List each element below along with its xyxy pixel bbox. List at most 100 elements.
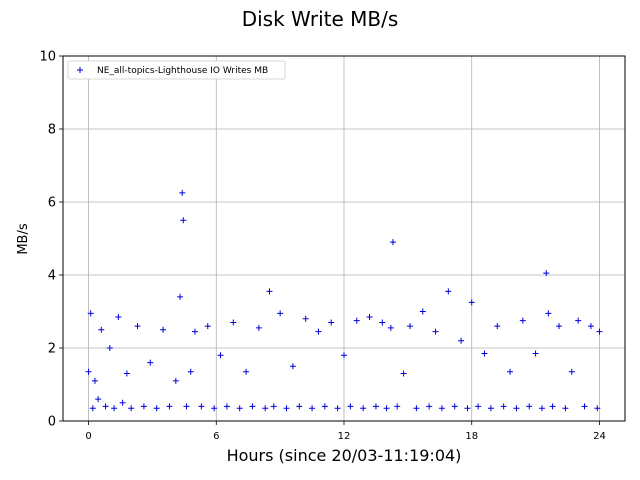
chart-title: Disk Write MB/s — [242, 7, 399, 31]
data-point — [89, 405, 96, 412]
data-point — [296, 403, 303, 410]
data-point — [413, 405, 420, 412]
data-point — [543, 270, 550, 277]
data-point — [134, 323, 141, 330]
data-point — [532, 350, 539, 357]
data-point — [140, 403, 147, 410]
y-axis-label: MB/s — [16, 223, 31, 255]
legend-marker-glyph — [77, 67, 83, 73]
data-point — [289, 363, 296, 370]
data-point — [85, 368, 92, 375]
data-point — [451, 403, 458, 410]
data-point — [587, 323, 594, 330]
data-point — [596, 328, 603, 335]
data-point — [353, 317, 360, 324]
data-point — [500, 403, 507, 410]
data-point — [581, 403, 588, 410]
data-point — [217, 352, 224, 359]
data-point — [438, 405, 445, 412]
data-point — [277, 310, 284, 317]
data-point — [575, 317, 582, 324]
data-point — [568, 368, 575, 375]
data-point — [191, 328, 198, 335]
data-point — [432, 328, 439, 335]
data-point — [487, 405, 494, 412]
data-point — [347, 403, 354, 410]
data-point — [394, 403, 401, 410]
data-point — [166, 403, 173, 410]
data-point — [538, 405, 545, 412]
data-point — [556, 323, 563, 330]
data-point — [87, 310, 94, 317]
data-point — [475, 403, 482, 410]
data-point — [183, 403, 190, 410]
data-point — [334, 405, 341, 412]
data-point — [328, 319, 335, 326]
x-tick-label: 6 — [213, 431, 219, 442]
data-point — [283, 405, 290, 412]
data-point — [119, 399, 126, 406]
data-point — [372, 403, 379, 410]
data-point — [594, 405, 601, 412]
data-point — [526, 403, 533, 410]
x-tick-label: 24 — [593, 431, 606, 442]
y-tick-label: 10 — [39, 50, 56, 65]
data-point — [115, 313, 122, 320]
data-point — [519, 317, 526, 324]
data-point — [266, 288, 273, 295]
data-point — [445, 288, 452, 295]
data-point — [458, 337, 465, 344]
x-tick-label: 12 — [338, 431, 351, 442]
legend-box — [67, 60, 286, 80]
data-points — [85, 189, 603, 412]
data-point — [315, 328, 322, 335]
data-point — [204, 323, 211, 330]
y-axis: 0 2 4 6 8 10 — [39, 50, 63, 430]
data-point — [464, 405, 471, 412]
data-point — [160, 326, 167, 333]
data-point — [360, 405, 367, 412]
data-point — [177, 293, 184, 300]
data-point — [106, 345, 113, 351]
data-point — [549, 403, 556, 410]
data-point — [302, 315, 309, 322]
data-point — [102, 403, 109, 410]
x-axis-label: Hours (since 20/03-11:19:04) — [227, 446, 462, 465]
data-point — [230, 319, 237, 326]
data-point — [426, 403, 433, 410]
legend-marker — [77, 67, 83, 73]
data-point — [513, 405, 520, 412]
data-point — [147, 359, 154, 366]
data-point — [481, 350, 488, 357]
data-point — [545, 310, 552, 317]
data-point — [198, 403, 205, 410]
legend-label: NE_all-topics-Lighthouse IO Writes MB — [97, 66, 268, 76]
data-point — [95, 396, 102, 403]
data-point — [223, 403, 230, 410]
data-point — [507, 368, 514, 375]
data-point — [270, 403, 277, 410]
data-point — [179, 189, 186, 196]
data-point — [236, 405, 243, 412]
data-point — [494, 323, 501, 330]
data-point — [249, 403, 256, 410]
data-point — [211, 405, 218, 412]
data-point — [91, 377, 98, 384]
data-point — [153, 405, 160, 412]
data-point — [111, 405, 118, 412]
data-point — [387, 324, 394, 331]
data-point — [406, 323, 413, 330]
data-point — [123, 370, 130, 377]
data-point — [341, 352, 347, 359]
data-point — [128, 405, 135, 412]
data-point — [98, 326, 105, 333]
data-point — [379, 319, 386, 326]
data-point — [172, 377, 179, 384]
x-axis: 0 6 12 18 24 — [85, 421, 606, 442]
data-point — [262, 405, 269, 412]
y-tick-label: 0 — [48, 415, 56, 430]
data-point — [187, 368, 194, 375]
data-point — [389, 239, 396, 246]
